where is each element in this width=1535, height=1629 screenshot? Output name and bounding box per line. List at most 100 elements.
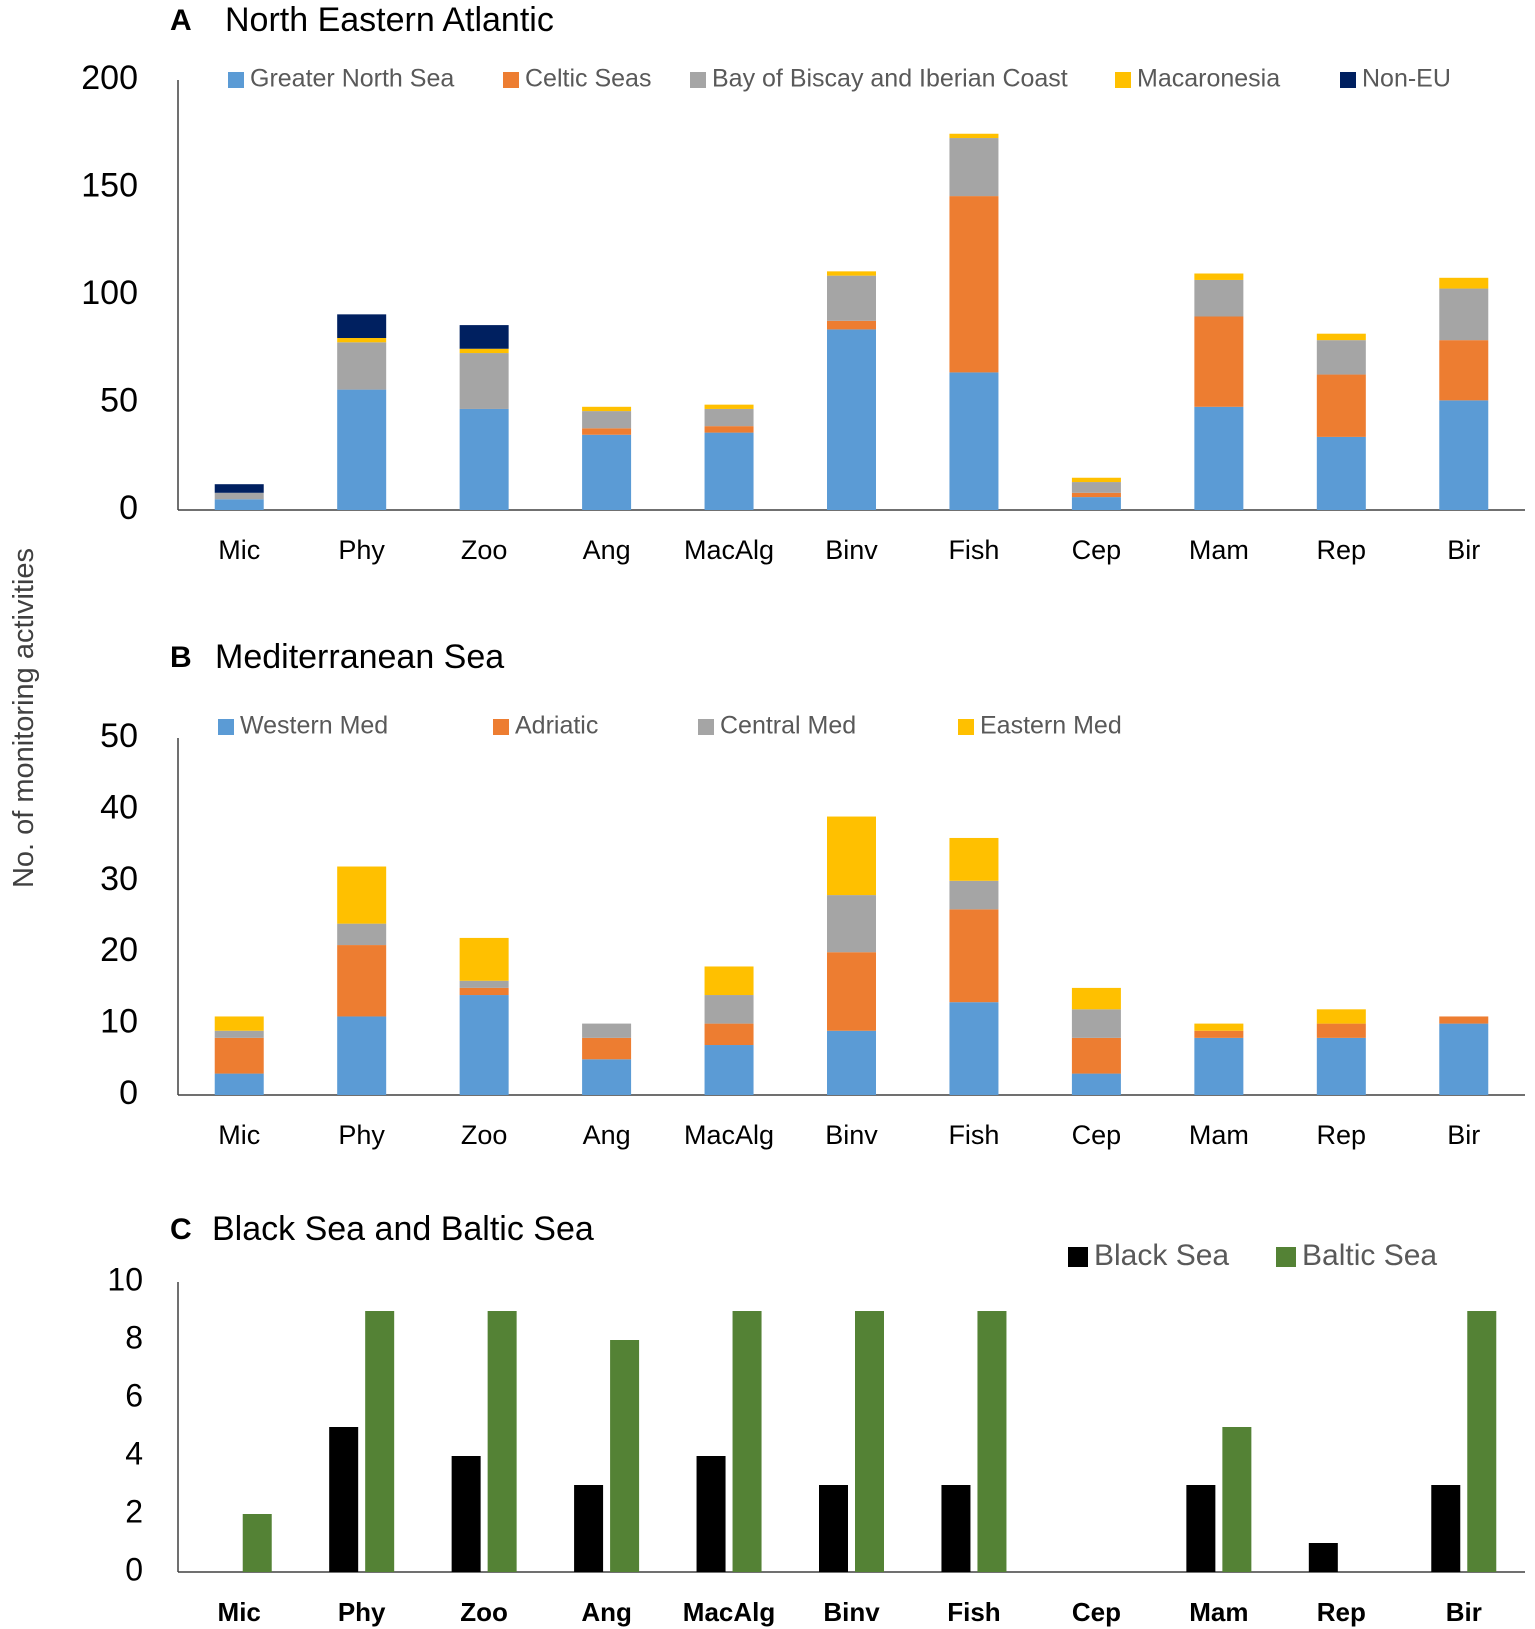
panel-a-bar-ang-celtic-seas bbox=[582, 428, 632, 435]
panel-a-legend-swatch-celtic-seas bbox=[503, 72, 519, 88]
panel-a-y-tick-150: 150 bbox=[81, 166, 138, 204]
panel-a-bar-mam-greater-north-sea bbox=[1194, 406, 1244, 510]
panel-c-letter: C bbox=[170, 1213, 192, 1246]
panel-c-bar-ang-black-sea bbox=[574, 1485, 604, 1572]
panel-b-bar-macalg-eastern-med bbox=[704, 966, 754, 996]
panel-c-bar-binv-black-sea bbox=[819, 1485, 848, 1572]
panel-a-x-tick-mam: Mam bbox=[1189, 535, 1249, 565]
panel-a-bar-fish-bay-of-biscay-and-iberian-coast bbox=[949, 138, 999, 197]
panel-b-x-tick-binv: Binv bbox=[825, 1120, 878, 1150]
panel-b-bar-rep-adriatic bbox=[1316, 1023, 1366, 1038]
panel-b-bar-zoo-adriatic bbox=[459, 987, 509, 996]
panel-a-x-tick-binv: Binv bbox=[825, 535, 878, 565]
panel-b-legend-label-eastern-med: Eastern Med bbox=[980, 712, 1122, 740]
panel-a-legend-label-celtic-seas: Celtic Seas bbox=[525, 65, 651, 93]
panel-a-bar-fish-greater-north-sea bbox=[949, 372, 999, 510]
panel-c-bar-zoo-black-sea bbox=[451, 1456, 481, 1572]
panel-a-legend-label-macaronesia: Macaronesia bbox=[1137, 65, 1280, 93]
panel-b-letter: B bbox=[170, 641, 192, 674]
panel-a-x-tick-bir: Bir bbox=[1447, 535, 1480, 565]
panel-c-title: Black Sea and Baltic Sea bbox=[212, 1210, 594, 1248]
panel-a-x-tick-zoo: Zoo bbox=[461, 535, 508, 565]
panel-a-bar-cep-macaronesia bbox=[1071, 477, 1121, 483]
panel-c-x-tick-binv: Binv bbox=[823, 1597, 880, 1627]
panel-b-bar-zoo-central-med bbox=[459, 980, 509, 988]
panel-b-x-tick-fish: Fish bbox=[948, 1120, 999, 1150]
panel-a-bar-binv-greater-north-sea bbox=[827, 329, 876, 510]
panel-a-bar-fish-celtic-seas bbox=[949, 196, 999, 373]
panel-a-legend-label-non-eu: Non-EU bbox=[1362, 65, 1451, 93]
panel-a-bar-bir-macaronesia bbox=[1439, 277, 1489, 289]
panel-b-y-tick-20: 20 bbox=[100, 931, 138, 969]
panel-b-bar-binv-adriatic bbox=[827, 952, 876, 1031]
panel-b-bar-fish-adriatic bbox=[949, 909, 999, 1003]
panel-c-x-tick-phy: Phy bbox=[338, 1597, 386, 1627]
panel-b-legend-swatch-adriatic bbox=[493, 719, 509, 735]
panel-a-y-tick-100: 100 bbox=[81, 274, 138, 312]
panel-a-bar-binv-bay-of-biscay-and-iberian-coast bbox=[827, 275, 876, 321]
panel-a-bar-bir-greater-north-sea bbox=[1439, 400, 1489, 510]
panel-a-bar-rep-macaronesia bbox=[1316, 333, 1366, 341]
panel-b-legend-swatch-western-med bbox=[218, 719, 234, 735]
panel-b-bar-fish-central-med bbox=[949, 880, 999, 910]
panel-a-bar-cep-celtic-seas bbox=[1071, 492, 1121, 498]
panel-b-bar-phy-eastern-med bbox=[337, 866, 387, 924]
panel-b-bar-zoo-eastern-med bbox=[459, 937, 509, 981]
panel-c-bar-fish-baltic-sea bbox=[977, 1311, 1007, 1572]
panel-b-bar-ang-adriatic bbox=[582, 1037, 632, 1060]
panel-a-legend-swatch-macaronesia bbox=[1115, 72, 1131, 88]
panel-c-bar-ang-baltic-sea bbox=[610, 1340, 640, 1572]
panel-a-bar-zoo-macaronesia bbox=[459, 348, 509, 354]
panel-b-bar-mic-western-med bbox=[214, 1073, 264, 1095]
panel-b-bar-phy-western-med bbox=[337, 1016, 387, 1095]
panel-a-bar-macalg-celtic-seas bbox=[704, 426, 754, 433]
panel-c-bar-mam-baltic-sea bbox=[1222, 1427, 1252, 1572]
panel-a-x-tick-macalg: MacAlg bbox=[684, 535, 774, 565]
panel-b-bar-ang-western-med bbox=[582, 1059, 632, 1095]
panel-c-legend-swatch-black-sea bbox=[1068, 1247, 1088, 1267]
panel-c-y-tick-6: 6 bbox=[125, 1377, 143, 1413]
panel-b-title: Mediterranean Sea bbox=[215, 638, 504, 676]
panel-b-y-tick-30: 30 bbox=[100, 860, 138, 898]
panel-a-x-tick-cep: Cep bbox=[1072, 535, 1122, 565]
panel-c-legend-label-black-sea: Black Sea bbox=[1094, 1239, 1229, 1272]
panel-a-bar-zoo-greater-north-sea bbox=[459, 408, 509, 510]
panel-b-legend-swatch-eastern-med bbox=[958, 719, 974, 735]
panel-a-bar-binv-macaronesia bbox=[827, 271, 876, 276]
panel-b-bar-macalg-central-med bbox=[704, 995, 754, 1024]
panel-a-x-tick-fish: Fish bbox=[948, 535, 999, 565]
panel-a-legend-swatch-greater-north-sea bbox=[228, 72, 244, 88]
panel-b-bar-bir-western-med bbox=[1439, 1023, 1489, 1095]
panel-b-bar-cep-adriatic bbox=[1071, 1037, 1121, 1074]
panel-a-bar-phy-greater-north-sea bbox=[337, 389, 387, 510]
panel-a-letter: A bbox=[170, 4, 192, 37]
panel-a-x-tick-rep: Rep bbox=[1317, 535, 1367, 565]
panel-c-bar-mic-baltic-sea bbox=[242, 1514, 272, 1572]
panel-b-bar-mic-adriatic bbox=[214, 1037, 264, 1074]
panel-a-bar-ang-greater-north-sea bbox=[582, 434, 632, 510]
panel-a-bar-zoo-bay-of-biscay-and-iberian-coast bbox=[459, 353, 509, 409]
panel-c-x-tick-macalg: MacAlg bbox=[683, 1597, 775, 1627]
panel-a-legend-swatch-bay-of-biscay-and-iberian-coast bbox=[690, 72, 706, 88]
panel-c-x-tick-rep: Rep bbox=[1317, 1597, 1366, 1627]
panel-b-bar-mam-western-med bbox=[1194, 1037, 1244, 1095]
panel-c-y-tick-0: 0 bbox=[125, 1551, 143, 1587]
panel-b-bar-macalg-adriatic bbox=[704, 1023, 754, 1046]
panel-a-x-tick-mic: Mic bbox=[218, 535, 260, 565]
panel-b-bar-zoo-western-med bbox=[459, 995, 509, 1095]
panel-a-x-tick-phy: Phy bbox=[338, 535, 385, 565]
panel-c-bar-rep-black-sea bbox=[1308, 1543, 1338, 1572]
panel-b-bar-cep-western-med bbox=[1071, 1073, 1121, 1095]
panel-b-bar-cep-central-med bbox=[1071, 1009, 1121, 1038]
panel-a-legend-label-bay-of-biscay-and-iberian-coast: Bay of Biscay and Iberian Coast bbox=[712, 65, 1068, 93]
panel-b-x-tick-bir: Bir bbox=[1447, 1120, 1480, 1150]
panel-c-bar-bir-baltic-sea bbox=[1467, 1311, 1497, 1572]
panel-b-bar-binv-western-med bbox=[827, 1030, 876, 1095]
panel-a-bar-macalg-bay-of-biscay-and-iberian-coast bbox=[704, 408, 754, 427]
panel-b-bar-macalg-western-med bbox=[704, 1045, 754, 1095]
panel-c-x-tick-ang: Ang bbox=[581, 1597, 632, 1627]
panel-a-bar-rep-greater-north-sea bbox=[1316, 436, 1366, 510]
panel-b-legend-label-western-med: Western Med bbox=[240, 712, 388, 740]
panel-a-title: North Eastern Atlantic bbox=[225, 1, 554, 39]
panel-b-bar-rep-eastern-med bbox=[1316, 1009, 1366, 1024]
